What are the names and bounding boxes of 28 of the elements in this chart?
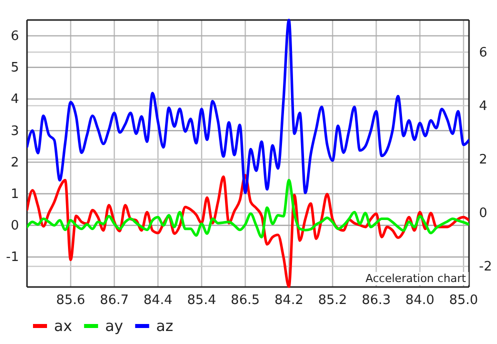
x-tick-label: 84.2: [274, 293, 304, 308]
y-tick-label: -1: [6, 250, 19, 266]
y-tick-label: 1: [10, 186, 19, 202]
x-tick-label: 85.4: [187, 293, 216, 308]
x-tick-label: 86.5: [230, 293, 260, 308]
y-tick-label: 0: [10, 218, 19, 234]
annotation: Acceleration chart: [366, 272, 467, 285]
x-tick-label: 84.0: [405, 293, 434, 308]
legend-label: az: [156, 317, 174, 335]
y-tick-label: 5: [10, 60, 19, 76]
x-tick-label: 85.2: [318, 293, 348, 308]
line-series: [27, 178, 469, 238]
x-tick-label: 85.0: [449, 293, 478, 308]
x-tick-label: 84.4: [143, 293, 172, 308]
y2-tick-label: 6: [479, 45, 488, 60]
y-tick-label: 4: [10, 92, 19, 108]
y2-tick-label: 0: [479, 206, 488, 221]
y2-tick-label: 4: [479, 98, 488, 114]
x-tick-label: 86.7: [100, 293, 129, 308]
y-tick-label: 3: [10, 124, 19, 139]
y2-tick-label: -2: [479, 260, 492, 275]
y-tick-label: 2: [10, 155, 19, 170]
legend-label: ax: [54, 317, 72, 335]
x-tick-label: 85.6: [56, 293, 86, 308]
x-tick-label: 86.3: [362, 293, 391, 308]
y2-tick-label: 2: [479, 152, 488, 168]
legend-label: ay: [105, 317, 124, 335]
y-tick-label: 6: [10, 28, 19, 44]
